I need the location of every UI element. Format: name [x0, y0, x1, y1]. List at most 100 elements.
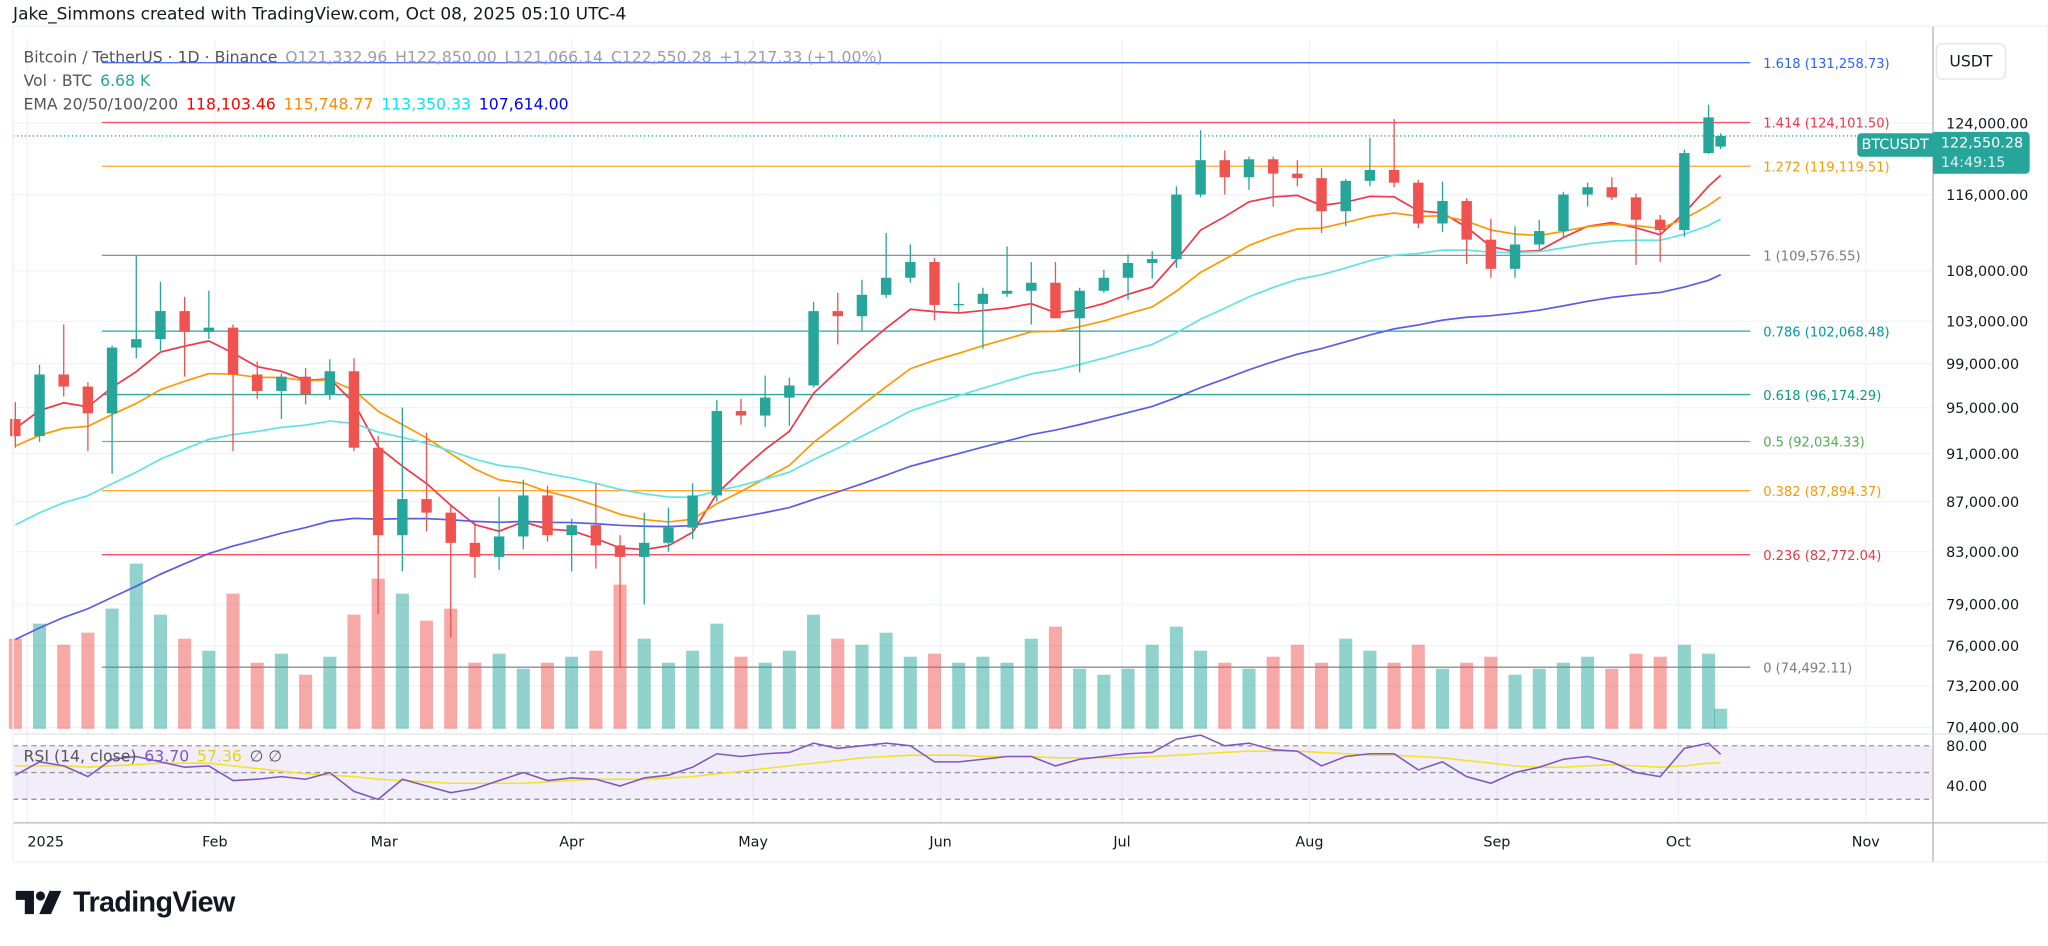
volume-bar — [1315, 662, 1329, 729]
time-axis-label: Jul — [1112, 834, 1130, 850]
candle-body — [977, 293, 989, 304]
candle-body — [1316, 178, 1327, 212]
volume-bar — [129, 563, 143, 729]
candle-body — [687, 495, 698, 528]
rsi-extra: ∅ ∅ — [249, 747, 283, 766]
candle-body — [1146, 259, 1158, 263]
candle-body — [1558, 194, 1569, 232]
time-axis-label: Feb — [202, 834, 227, 850]
ema50-value: 115,748.77 — [283, 95, 374, 114]
time-axis-label: Apr — [559, 834, 584, 850]
candle-body — [445, 512, 456, 543]
volume-bar — [1460, 662, 1474, 729]
candle-body — [348, 371, 360, 448]
ema-line-200 — [14, 273, 1722, 641]
candle-body — [711, 411, 723, 496]
volume-bar — [1411, 644, 1425, 729]
volume-bar — [1024, 638, 1038, 729]
ema-legend[interactable]: EMA 20/50/100/200 118,103.46 115,748.77 113… — [24, 95, 577, 113]
change-value: +1,217.33 (+1.00%) — [719, 48, 883, 67]
fib-label: 1 (109,576.55) — [1763, 250, 1860, 265]
volume-bar — [952, 662, 966, 729]
volume-bar — [855, 644, 869, 729]
tradingview-logo-icon — [15, 890, 62, 915]
candle-body — [1050, 282, 1061, 319]
volume-bar — [1339, 638, 1353, 729]
volume-bar — [444, 608, 458, 729]
time-axis-label: Oct — [1666, 834, 1691, 850]
volume-bar — [1266, 656, 1280, 729]
candle-body — [179, 311, 190, 332]
candle-body — [82, 386, 94, 414]
candle-body — [1413, 182, 1424, 224]
fib-label: 0.5 (92,034.33) — [1763, 436, 1864, 451]
volume-bar — [1145, 644, 1159, 729]
fib-label: 1.414 (124,101.50) — [1763, 117, 1889, 132]
candle-body — [1509, 244, 1521, 269]
volume-legend[interactable]: Vol · BTC 6.68 K — [24, 72, 159, 90]
ema-label: EMA 20/50/100/200 — [23, 95, 179, 114]
candle-body — [397, 499, 408, 536]
volume-bar — [1387, 662, 1401, 729]
volume-bar — [1194, 650, 1208, 729]
price-axis-label: 91,000.00 — [1946, 447, 2019, 463]
rsi-legend[interactable]: RSI (14, close) 63.70 57.36 ∅ ∅ — [24, 747, 290, 765]
symbol-legend[interactable]: Bitcoin / TetherUS · 1D · Binance O121,33… — [24, 48, 891, 66]
candle-body — [251, 374, 263, 391]
candle-body — [759, 397, 771, 416]
volume-bar — [831, 638, 845, 729]
volume-bar — [32, 623, 47, 729]
time-axis-label: Sep — [1483, 834, 1510, 850]
candle-body — [1340, 180, 1351, 212]
time-axis-label: 2025 — [27, 834, 64, 850]
volume-bar — [1290, 644, 1304, 729]
candle-body — [518, 495, 529, 537]
volume-bar — [468, 662, 482, 729]
candle-body — [905, 261, 916, 278]
candle-body — [1267, 159, 1279, 174]
rsi-axis-label: 80.00 — [1946, 739, 1987, 755]
time-axis-label: May — [738, 834, 768, 850]
volume-bar — [540, 662, 555, 729]
rsi-axis-label: 40.00 — [1946, 779, 1987, 795]
volume-bar — [202, 650, 216, 729]
volume-bar — [1532, 668, 1546, 729]
low-value: L121,066.14 — [504, 48, 604, 67]
fib-label: 0.382 (87,894.37) — [1763, 485, 1881, 500]
candle-body — [1219, 160, 1231, 178]
volume-value: 6.68 K — [100, 71, 151, 91]
candle-body — [131, 339, 142, 348]
volume-bar — [1073, 668, 1087, 729]
volume-bar — [1363, 650, 1377, 729]
volume-bar — [686, 650, 700, 729]
candle-body — [1026, 282, 1037, 291]
ema-line-50 — [14, 196, 1722, 523]
time-axis-label: Nov — [1852, 834, 1881, 850]
candle-body — [1001, 290, 1013, 294]
candle-body — [1461, 201, 1472, 240]
candle-body — [1534, 231, 1545, 245]
candle-body — [1243, 159, 1255, 178]
price-axis-label: 103,000.00 — [1946, 315, 2028, 331]
candle-body — [856, 294, 868, 317]
volume-bar — [516, 668, 530, 729]
volume-bar — [1702, 653, 1716, 729]
candle-body — [1171, 194, 1182, 260]
volume-bar — [1714, 708, 1728, 729]
currency-button[interactable]: USDT — [1935, 43, 2007, 80]
credit-text: Jake_Simmons created with TradingView.co… — [13, 5, 627, 25]
volume-bar — [1484, 656, 1498, 729]
candle-body — [1485, 239, 1497, 269]
candle-body — [106, 347, 118, 414]
price-axis-label: 70,400.00 — [1946, 721, 2019, 737]
candle-body — [929, 261, 940, 305]
volume-bar — [81, 632, 95, 729]
volume-bar — [903, 656, 917, 729]
candle-body — [832, 311, 843, 317]
symbol-name[interactable]: Bitcoin / TetherUS · 1D · Binance — [23, 48, 278, 67]
tradingview-logo[interactable]: TradingView — [15, 886, 235, 920]
price-axis-label: 83,000.00 — [1946, 545, 2019, 561]
volume-bar — [1169, 626, 1183, 729]
